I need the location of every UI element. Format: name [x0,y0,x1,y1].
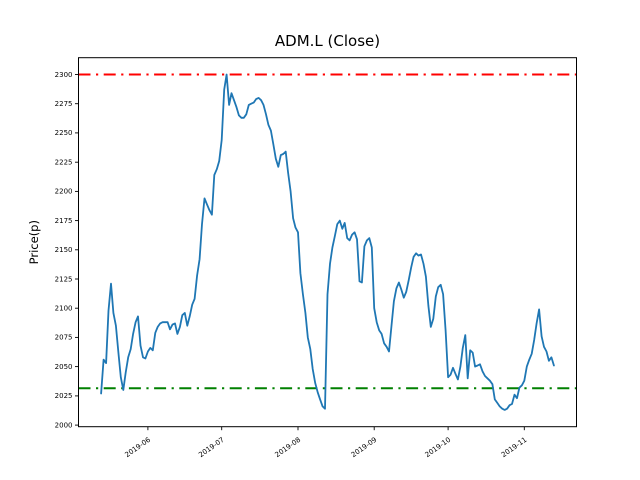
y-tick-label: 2025 [55,392,73,400]
x-tick-label: 2019-10 [424,436,453,459]
y-tick-label: 2125 [55,275,73,283]
y-tick-label: 2000 [55,421,73,429]
x-tick-label: 2019-09 [350,436,379,459]
y-axis-label: Price(p) [27,220,41,264]
price-line-series [100,73,555,411]
y-tick-label: 2275 [55,100,73,108]
x-tick-label: 2019-08 [274,436,303,459]
x-tick-label: 2019-06 [123,435,152,459]
y-tick-label: 2075 [55,334,73,342]
y-tick-label: 2100 [55,305,73,313]
y-tick-label: 2200 [55,188,73,196]
y-tick-label: 2150 [55,246,73,254]
axis-ticks: 2000 2025 2050 2075 2100 2125 2150 2175 2200 2225… [55,71,529,459]
y-tick-label: 2300 [55,71,73,79]
chart-title: ADM.L (Close) [275,32,380,50]
y-tick-label: 2050 [55,363,73,371]
y-tick-label: 2250 [55,129,73,137]
y-tick-label: 2225 [55,159,73,167]
x-tick-label: 2019-07 [197,436,226,459]
y-tick-label: 2175 [55,217,73,225]
x-tick-label: 2019-11 [500,436,529,459]
axes-frame [78,57,577,428]
